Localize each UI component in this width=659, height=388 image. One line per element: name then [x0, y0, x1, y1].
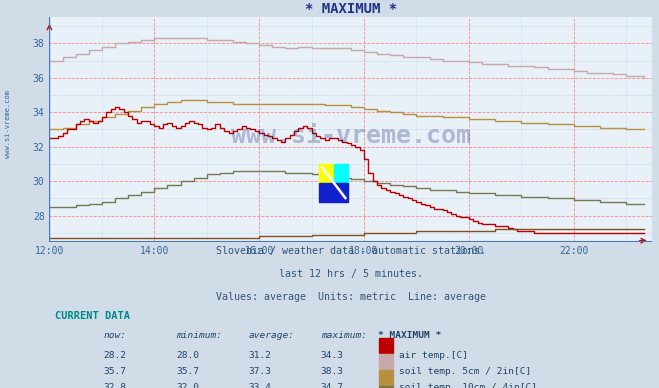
Text: average:: average: — [248, 331, 295, 340]
Text: 32.8: 32.8 — [103, 383, 127, 388]
Bar — [320, 164, 334, 183]
Text: 34.7: 34.7 — [321, 383, 344, 388]
Text: www.si-vreme.com: www.si-vreme.com — [5, 90, 11, 158]
Bar — [380, 354, 393, 369]
Text: 32.0: 32.0 — [176, 383, 199, 388]
Bar — [380, 386, 393, 388]
Text: minimum:: minimum: — [176, 331, 222, 340]
Bar — [334, 164, 349, 183]
Text: www.si-vreme.com: www.si-vreme.com — [231, 124, 471, 148]
Bar — [380, 370, 393, 385]
Text: CURRENT DATA: CURRENT DATA — [55, 311, 130, 321]
Bar — [320, 183, 349, 202]
Text: soil temp. 10cm / 4in[C]: soil temp. 10cm / 4in[C] — [399, 383, 536, 388]
Text: 33.4: 33.4 — [248, 383, 272, 388]
Text: 28.2: 28.2 — [103, 352, 127, 360]
Text: * MAXIMUM *: * MAXIMUM * — [378, 331, 442, 340]
Text: Values: average  Units: metric  Line: average: Values: average Units: metric Line: aver… — [216, 292, 486, 302]
Text: 28.0: 28.0 — [176, 352, 199, 360]
Text: now:: now: — [103, 331, 127, 340]
Text: Slovenia / weather data - automatic stations.: Slovenia / weather data - automatic stat… — [216, 246, 486, 256]
Title: * MAXIMUM *: * MAXIMUM * — [305, 2, 397, 16]
Text: soil temp. 5cm / 2in[C]: soil temp. 5cm / 2in[C] — [399, 367, 530, 376]
Text: 38.3: 38.3 — [321, 367, 344, 376]
Text: 37.3: 37.3 — [248, 367, 272, 376]
Text: 35.7: 35.7 — [176, 367, 199, 376]
Text: air temp.[C]: air temp.[C] — [399, 352, 467, 360]
Text: 34.3: 34.3 — [321, 352, 344, 360]
Text: maximum:: maximum: — [321, 331, 367, 340]
Text: 31.2: 31.2 — [248, 352, 272, 360]
Bar — [380, 338, 393, 353]
Text: last 12 hrs / 5 minutes.: last 12 hrs / 5 minutes. — [279, 269, 423, 279]
Text: 35.7: 35.7 — [103, 367, 127, 376]
